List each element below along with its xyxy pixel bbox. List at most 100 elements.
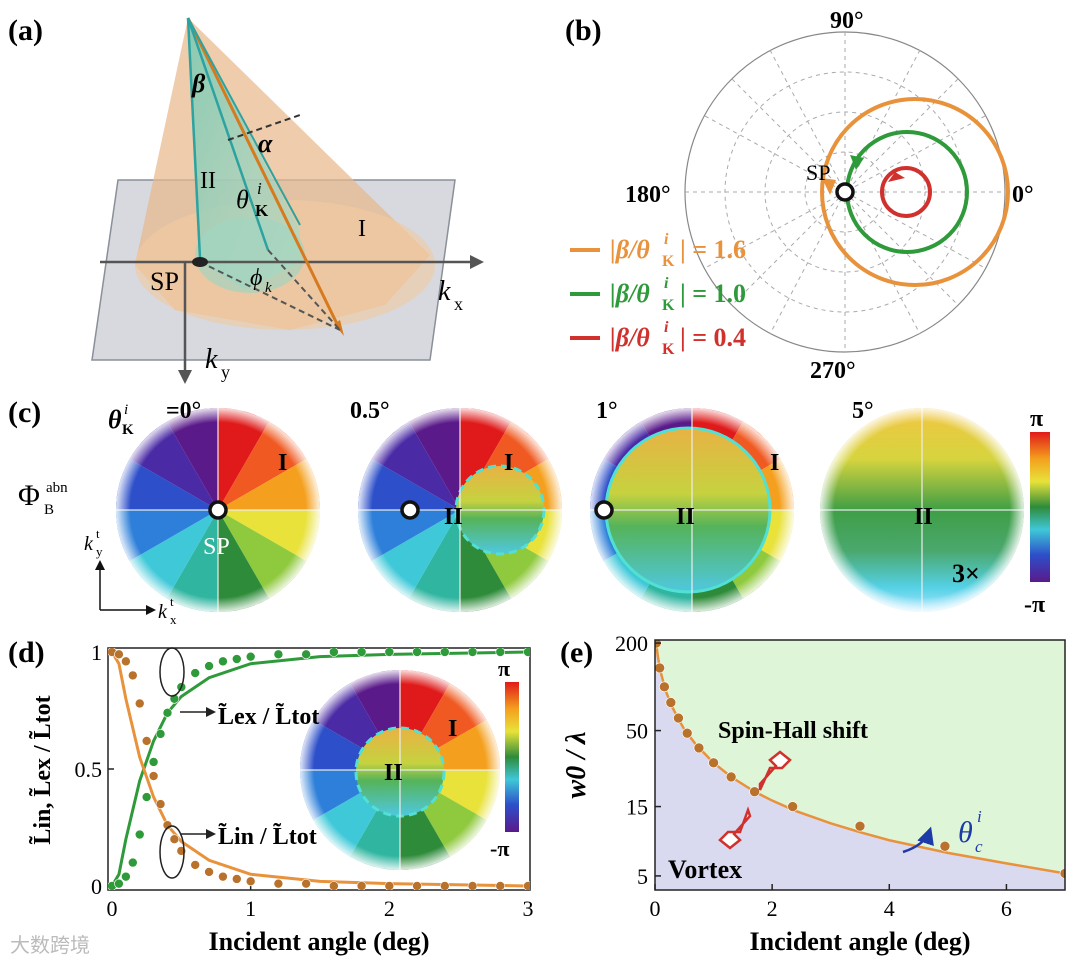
plot-d-point-2-22 [440,648,450,657]
disk1-region-i: I [504,450,513,476]
plot-d-xlabel: Incident angle (deg) [209,927,430,956]
plot-d-point-2-18 [329,648,339,657]
plot-e-axes: 0 2 4 6 5 15 50 200 [615,631,1012,921]
ex-ellipse [159,647,185,697]
plot-e-point-1-11 [854,820,866,832]
panel-c-label: (c) [8,396,41,429]
plot-d-point-3-5 [141,736,152,746]
svg-text:i: i [257,179,262,198]
plot-d-point-2-6 [148,757,159,767]
in-annotation: L̃in / L̃tot [218,824,317,850]
colorbar-c-bottom: -π [1024,592,1045,618]
ky-label: k y [205,344,230,382]
plot-d-ytick-label-1: 0.5 [75,757,103,782]
plot-e-xtick-label-2: 4 [884,896,895,921]
svg-text:k: k [84,533,94,555]
plot-e-xlabel: Incident angle (deg) [750,927,971,956]
svg-text:y: y [96,544,103,559]
orbit-1-6 [820,97,1010,287]
svg-text:y: y [221,362,230,382]
inset-colorbar [505,682,519,832]
plot-d-point-2-24 [495,648,506,657]
plot-e-point-1-1 [655,662,665,674]
disk3-scale: 3× [952,559,980,588]
legend-value-1: | = 1.0 [680,279,746,308]
plot-d-xtick-label-3: 3 [523,896,534,921]
angle-270-label: 270° [810,358,856,384]
plot-d-point-2-8 [162,708,173,718]
plot-d-point-3-11 [190,860,200,870]
svg-text:c: c [975,837,983,856]
legend-sup-1: i [664,275,669,292]
plot-d-xtick-label-0: 0 [107,896,118,921]
plot-d-point-2-2 [121,871,131,882]
svg-text:i: i [124,402,128,418]
plot-d-point-3-6 [148,771,159,781]
polar-legend: |β/θ Ki | = 1.6 |β/θ Ki | = 1.0 |β/θ Ki | = 0.4 [570,231,746,358]
plot-e-point-1-6 [693,742,705,754]
plot-d-point-3-24 [495,881,506,890]
plot-d-point-2-21 [412,648,422,657]
in-ellipse [159,825,185,879]
svg-text:ϕ: ϕ [250,265,262,291]
svg-text:θ: θ [236,185,249,214]
plot-d-point-3-16 [273,878,284,889]
legend-text-1: |β/θ [610,279,650,308]
region-ii-label: II [200,168,216,194]
plot-e-regions [655,640,1065,890]
legend-value-0: | = 1.6 [680,235,746,264]
legend-text-0: |β/θ [610,235,650,264]
plot-d-point-3-19 [356,881,367,890]
plot-e-point-1-8 [725,771,737,783]
legend-text-2: |β/θ [610,323,650,352]
inset-colorbar-bottom: -π [490,836,509,861]
plot-d-point-2-1 [114,878,124,889]
phi-b-abn-label: Φ B abn [18,479,68,518]
plot-d-point-2-5 [141,792,152,802]
polar-sp-marker [835,182,855,202]
theta-k-label: θ i K [236,179,269,220]
orbit-1-0-arrow [850,155,864,170]
legend-value-2: | = 0.4 [680,323,746,352]
plot-e-point-1-4 [673,712,684,724]
plot-d-point-2-14 [232,654,242,664]
beta-label: β [191,69,206,98]
svg-text:i: i [977,807,982,826]
disk1-sp-marker [400,500,420,520]
spin-hall-label: Spin-Hall shift [718,718,868,744]
svg-text:k: k [438,276,451,307]
plot-d-point-3-21 [412,881,422,890]
plot-d-point-2-4 [134,829,145,840]
plot-d-ytick-label-2: 1 [91,640,102,665]
plot-d-point-3-14 [232,874,242,884]
k-axes-indicator: k y t k x t [84,526,177,627]
plot-d-point-2-25 [523,648,530,657]
legend-sub-2: K [662,341,675,358]
region-i-label: I [358,216,366,242]
disk2-region-ii: II [676,504,695,530]
plot-d-point-3-18 [329,881,339,890]
orbit-0-4 [880,166,932,218]
plot-d-point-3-2 [121,656,131,667]
watermark: 大数跨境 [10,934,90,957]
plot-e-frame [654,639,1066,891]
inset-region-ii: II [384,760,403,786]
plot-d-point-3-25 [523,881,530,890]
plot-d-point-3-7 [155,799,166,809]
plot-d-point-2-23 [467,648,478,657]
inset-region-i: I [448,716,457,742]
plot-d-point-3-9 [169,834,180,845]
plot-e-ytick-label-3: 200 [615,631,648,656]
plot-d-point-3-12 [204,867,214,877]
plot-d-point-3-23 [467,881,478,890]
angle-0-label: 0° [1012,182,1034,208]
plot-d-point-3-3 [128,670,138,681]
phi-k-label: ϕ k [250,265,272,296]
panel-a: (a) β α II I θ i K [8,14,484,384]
plot-d-ylabel: L̃in, L̃ex / L̃tot [30,695,56,844]
